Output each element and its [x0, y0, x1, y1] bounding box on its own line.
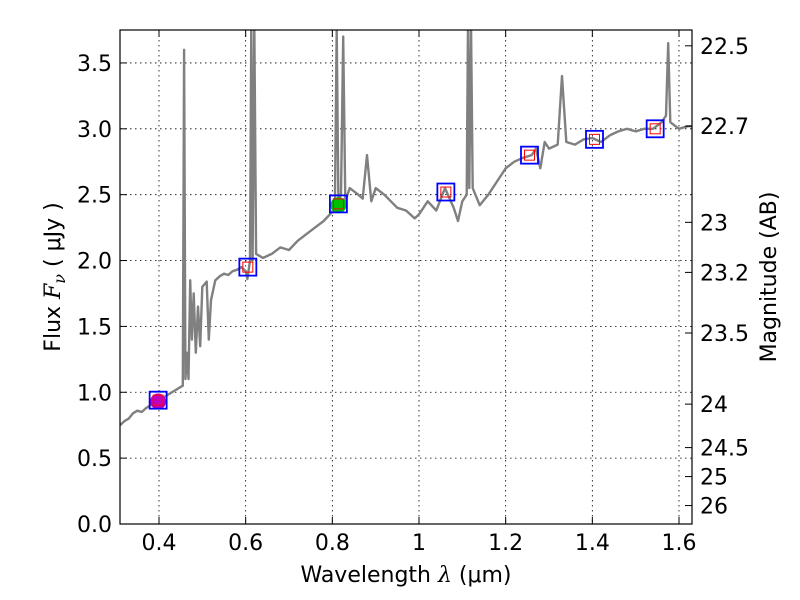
y2-tick-label: 22.5: [700, 35, 749, 60]
y2-tick-label: 23.5: [700, 322, 749, 347]
y2-tick-label: 23: [700, 211, 728, 236]
model-photometry-box: [520, 145, 539, 165]
x-axis-label: Wavelength λ (μm): [300, 563, 511, 588]
model-photometry-inner: [649, 123, 661, 135]
y2-axis-label: Magnitude (AB): [757, 192, 782, 363]
x-tick-label: 0.6: [228, 531, 263, 556]
y-tick-label: 3.0: [77, 118, 112, 143]
plot-frame: [119, 29, 693, 525]
x-tick-label: 1.2: [488, 531, 523, 556]
y-tick-label: 2.0: [77, 250, 112, 275]
model-photometry-box: [436, 182, 456, 202]
model-photometry-box: [328, 194, 348, 214]
y-tick-label: 1.0: [77, 381, 112, 406]
x-tick-label: 0.4: [142, 531, 177, 556]
model-photometry-inner: [152, 394, 164, 406]
y-tick-label: 1.5: [77, 315, 112, 340]
model-photometry-box: [645, 119, 665, 139]
y-tick-label: 3.5: [77, 52, 112, 77]
y2-tick-label: 23.2: [700, 261, 749, 286]
y2-tick-label: 24.5: [700, 437, 749, 462]
y2-tick-label: 24: [700, 393, 728, 418]
y-tick-label: 0.0: [77, 513, 112, 538]
y-tick-label: 2.5: [77, 184, 112, 209]
model-photometry-box: [238, 257, 258, 277]
y2-tick-label: 22.7: [700, 115, 749, 140]
model-photometry-inner: [589, 133, 600, 145]
y-axis-label: Flux Fν ( μJy ): [41, 202, 69, 351]
x-tick-label: 1.4: [575, 531, 610, 556]
plot-area: [120, 30, 692, 427]
y2-tick-label: 25: [700, 466, 728, 491]
y-tick-label: 0.5: [77, 447, 112, 472]
model-photometry-box: [148, 390, 168, 410]
model-photometry-inner: [242, 261, 254, 273]
model-photometry-inner: [524, 149, 535, 161]
x-tick-label: 1.6: [662, 531, 697, 556]
model-photometry-inner: [332, 198, 344, 210]
ticks: 0.4 0.6 0.8 1 1.2 1.4 1.6 0.0 0.5 1.0 1.5 2.0 2.5 3.0…: [77, 30, 749, 556]
spectrum-line: [120, 30, 692, 427]
model-photometry-inner: [440, 186, 452, 198]
x-tick-label: 1: [412, 531, 426, 556]
model-photometry-box: [585, 129, 604, 149]
x-tick-label: 0.8: [315, 531, 350, 556]
y2-tick-label: 26: [700, 495, 728, 520]
